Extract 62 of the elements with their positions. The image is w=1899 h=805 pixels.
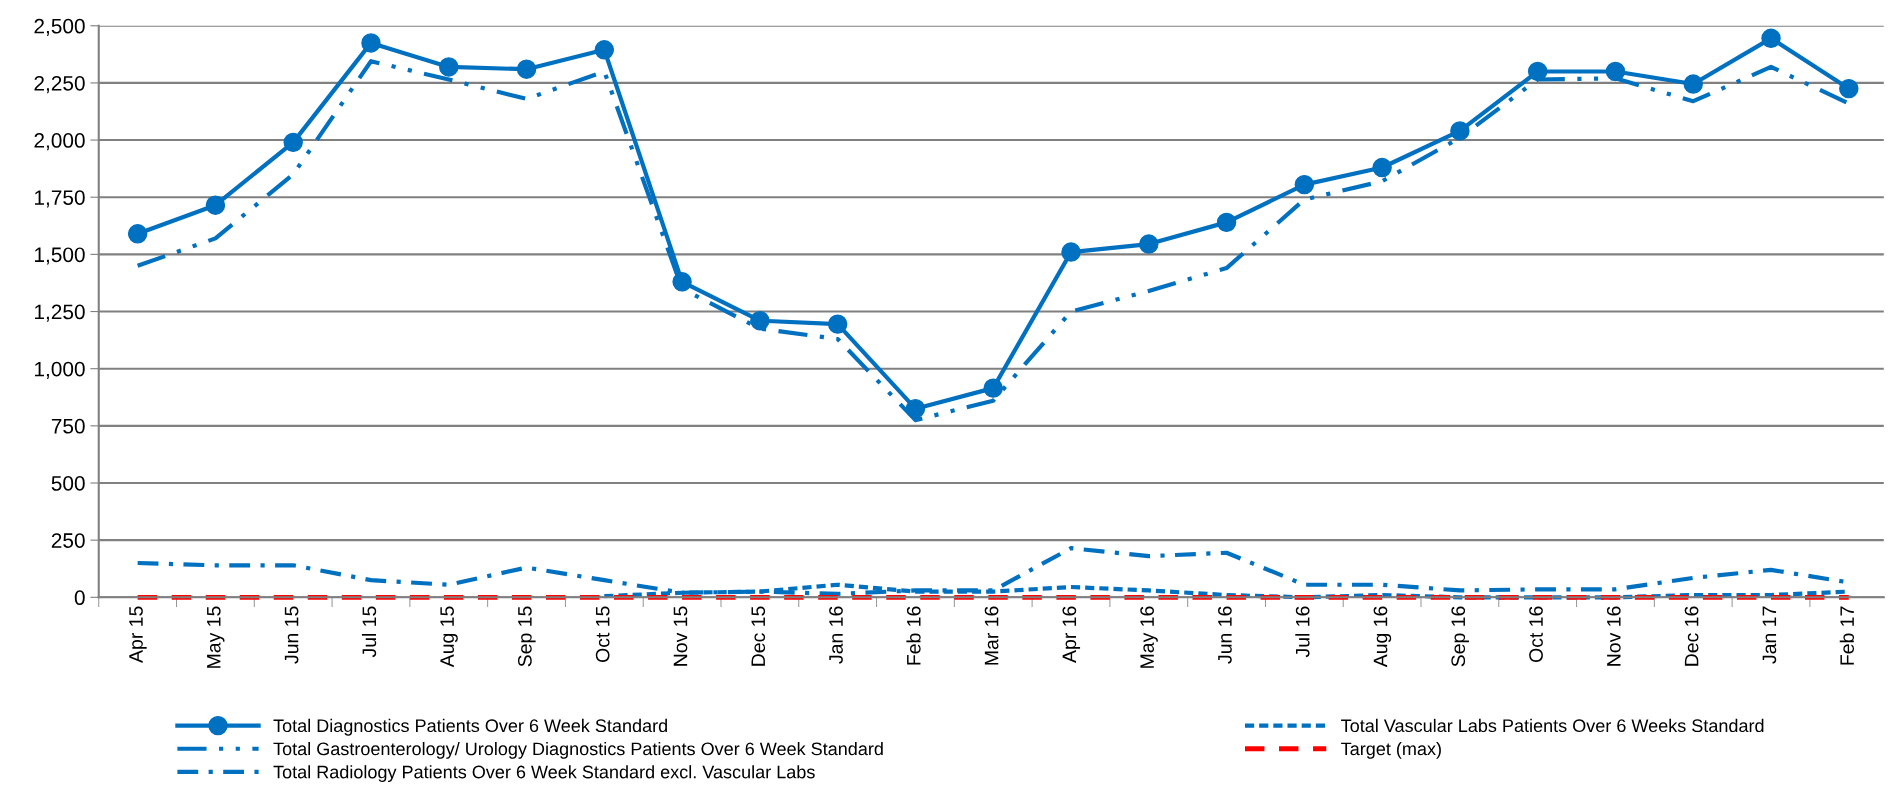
y-tick-label: 500 <box>51 476 85 491</box>
point <box>750 310 770 331</box>
point <box>1061 242 1081 262</box>
legend-label: Total Radiology Patients Over 6 Week Standard excl. Vascular Labs <box>273 765 815 782</box>
x-tick-label: Apr 15 <box>129 606 147 663</box>
y-tick-label: 1,250 <box>35 304 85 322</box>
y-tick-label: 250 <box>51 533 85 548</box>
x-tick-label: Jan 16 <box>829 606 843 664</box>
point <box>1294 174 1315 195</box>
x-tick-label: Oct 15 <box>595 606 610 662</box>
point <box>1761 28 1781 49</box>
legend-label: Target (max) <box>1341 741 1441 759</box>
x-tick-label: Aug 15 <box>440 606 458 668</box>
point <box>1527 61 1548 82</box>
point <box>516 59 537 79</box>
point <box>594 40 615 60</box>
point <box>1605 61 1626 82</box>
x-tick-label: Jul 15 <box>361 606 377 658</box>
y-tick-label: 750 <box>51 418 85 434</box>
x-tick-label: Jul 16 <box>1295 606 1310 658</box>
x-tick-label: Jun 15 <box>284 606 299 664</box>
point <box>1839 78 1859 99</box>
point <box>361 33 381 53</box>
y-tick-label: 2,000 <box>34 133 85 151</box>
x-tick-label: Sep 15 <box>517 606 536 667</box>
x-tick-label: Apr 16 <box>1062 606 1081 663</box>
point <box>283 132 303 153</box>
point <box>1450 121 1470 141</box>
x-tick-label: Mar 16 <box>984 606 999 665</box>
x-tick-label: Feb 16 <box>906 606 921 665</box>
x-tick-label: Nov 15 <box>673 606 688 666</box>
legend-label: Total Gastroenterology/ Urology Diagnostics Patients Over 6 Week Standard <box>273 741 883 759</box>
point <box>827 314 848 334</box>
x-tick-label: Oct 16 <box>1529 606 1543 662</box>
point <box>1216 212 1237 233</box>
point <box>127 224 148 244</box>
x-tick-label: Jan 17 <box>1762 606 1777 664</box>
y-tick-label: 2,500 <box>34 18 85 36</box>
y-tick-label: 1,750 <box>35 190 85 208</box>
x-tick-label: May 16 <box>1140 606 1158 668</box>
point <box>1372 157 1392 178</box>
y-tick-label: 1,500 <box>35 247 85 265</box>
x-tick-label: May 15 <box>207 606 225 668</box>
point <box>905 398 926 419</box>
legend-label: Total Diagnostics Patients Over 6 Week Standard <box>273 718 667 736</box>
x-tick-label: Feb 17 <box>1839 606 1855 665</box>
point <box>205 195 226 215</box>
x-tick-label: Sep 16 <box>1451 606 1469 667</box>
point <box>1683 74 1703 94</box>
point <box>672 272 692 292</box>
point <box>1139 234 1159 254</box>
x-tick-label: Nov 16 <box>1606 606 1621 666</box>
y-tick-label: 2,250 <box>34 75 85 94</box>
y-tick-label: 1,000 <box>35 361 85 379</box>
point <box>983 378 1003 398</box>
x-tick-label: Dec 15 <box>751 606 766 666</box>
x-tick-label: Aug 16 <box>1373 606 1392 668</box>
x-tick-label: Dec 16 <box>1684 606 1699 666</box>
point <box>439 57 459 77</box>
legend-label: Total Vascular Labs Patients Over 6 Weeks Standard <box>1341 718 1764 733</box>
x-tick-label: Jun 16 <box>1218 606 1232 664</box>
y-tick-label: 0 <box>74 590 85 606</box>
